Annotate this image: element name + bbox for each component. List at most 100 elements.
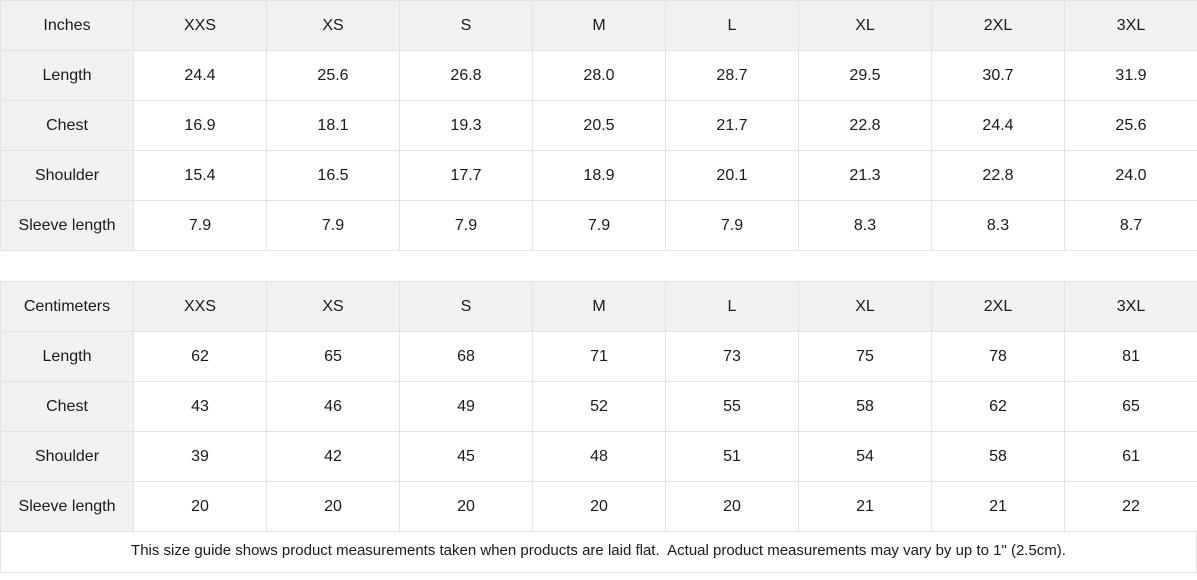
cell-length-xxs: 24.4 bbox=[133, 50, 267, 101]
cell-shoulder-2xl: 58 bbox=[931, 431, 1065, 482]
cell-shoulder-l: 20.1 bbox=[665, 150, 799, 201]
cell-sleeve-length-xxs: 20 bbox=[133, 481, 267, 532]
cell-chest-xxs: 16.9 bbox=[133, 100, 267, 151]
cell-shoulder-xxs: 39 bbox=[133, 431, 267, 482]
cell-sleeve-length-m: 7.9 bbox=[532, 200, 666, 251]
cell-chest-xs: 46 bbox=[266, 381, 400, 432]
column-header-2xl: 2XL bbox=[931, 0, 1065, 51]
table-header-row: Inches XXS XS S M L XL 2XL 3XL bbox=[0, 0, 1197, 51]
column-header-xl: XL bbox=[798, 281, 932, 332]
cell-shoulder-l: 51 bbox=[665, 431, 799, 482]
cell-chest-xl: 22.8 bbox=[798, 100, 932, 151]
centimeters-size-table: Centimeters XXS XS S M L XL 2XL 3XL Leng… bbox=[0, 281, 1197, 532]
cell-length-xxs: 62 bbox=[133, 331, 267, 382]
cell-length-3xl: 31.9 bbox=[1064, 50, 1197, 101]
centimeters-table-body: Length 62 65 68 71 73 75 78 81 Chest 43 … bbox=[0, 331, 1197, 532]
cell-length-2xl: 30.7 bbox=[931, 50, 1065, 101]
cell-length-2xl: 78 bbox=[931, 331, 1065, 382]
table-header-row: Centimeters XXS XS S M L XL 2XL 3XL bbox=[0, 281, 1197, 332]
cell-length-3xl: 81 bbox=[1064, 331, 1197, 382]
row-label-length: Length bbox=[0, 331, 134, 382]
cell-chest-s: 49 bbox=[399, 381, 533, 432]
cell-shoulder-xl: 21.3 bbox=[798, 150, 932, 201]
cell-shoulder-3xl: 61 bbox=[1064, 431, 1197, 482]
row-label-chest: Chest bbox=[0, 381, 134, 432]
table-row: Shoulder 15.4 16.5 17.7 18.9 20.1 21.3 2… bbox=[0, 150, 1197, 201]
size-guide-footnote-table: This size guide shows product measuremen… bbox=[0, 532, 1197, 573]
cell-length-xs: 65 bbox=[266, 331, 400, 382]
row-label-chest: Chest bbox=[0, 100, 134, 151]
table-row: Sleeve length 20 20 20 20 20 21 21 22 bbox=[0, 481, 1197, 532]
table-row: Sleeve length 7.9 7.9 7.9 7.9 7.9 8.3 8.… bbox=[0, 200, 1197, 251]
table-row: Length 62 65 68 71 73 75 78 81 bbox=[0, 331, 1197, 382]
cell-sleeve-length-xl: 8.3 bbox=[798, 200, 932, 251]
table-row: Chest 43 46 49 52 55 58 62 65 bbox=[0, 381, 1197, 432]
row-label-sleeve-length: Sleeve length bbox=[0, 481, 134, 532]
cell-chest-2xl: 62 bbox=[931, 381, 1065, 432]
cell-sleeve-length-3xl: 22 bbox=[1064, 481, 1197, 532]
cell-length-l: 28.7 bbox=[665, 50, 799, 101]
centimeters-table-header: Centimeters XXS XS S M L XL 2XL 3XL bbox=[0, 281, 1197, 332]
row-label-length: Length bbox=[0, 50, 134, 101]
column-header-m: M bbox=[532, 0, 666, 51]
column-header-xxs: XXS bbox=[133, 281, 267, 332]
row-label-sleeve-length: Sleeve length bbox=[0, 200, 134, 251]
cell-sleeve-length-l: 7.9 bbox=[665, 200, 799, 251]
cell-length-m: 28.0 bbox=[532, 50, 666, 101]
cell-chest-2xl: 24.4 bbox=[931, 100, 1065, 151]
cell-chest-l: 21.7 bbox=[665, 100, 799, 151]
table-row: Length 24.4 25.6 26.8 28.0 28.7 29.5 30.… bbox=[0, 50, 1197, 101]
cell-length-xl: 75 bbox=[798, 331, 932, 382]
cell-sleeve-length-s: 20 bbox=[399, 481, 533, 532]
cell-shoulder-s: 45 bbox=[399, 431, 533, 482]
cell-shoulder-xl: 54 bbox=[798, 431, 932, 482]
cell-sleeve-length-xs: 7.9 bbox=[266, 200, 400, 251]
cell-shoulder-s: 17.7 bbox=[399, 150, 533, 201]
cell-chest-l: 55 bbox=[665, 381, 799, 432]
cell-length-s: 68 bbox=[399, 331, 533, 382]
column-header-l: L bbox=[665, 281, 799, 332]
cell-sleeve-length-3xl: 8.7 bbox=[1064, 200, 1197, 251]
cell-chest-xs: 18.1 bbox=[266, 100, 400, 151]
inches-unit-header: Inches bbox=[0, 0, 134, 51]
column-header-3xl: 3XL bbox=[1064, 281, 1197, 332]
cell-chest-xxs: 43 bbox=[133, 381, 267, 432]
table-row: Shoulder 39 42 45 48 51 54 58 61 bbox=[0, 431, 1197, 482]
row-label-shoulder: Shoulder bbox=[0, 150, 134, 201]
size-guide-footnote: This size guide shows product measuremen… bbox=[0, 532, 1197, 573]
cell-length-s: 26.8 bbox=[399, 50, 533, 101]
footnote-row: This size guide shows product measuremen… bbox=[0, 532, 1197, 573]
cell-length-m: 71 bbox=[532, 331, 666, 382]
cell-sleeve-length-l: 20 bbox=[665, 481, 799, 532]
table-row: Chest 16.9 18.1 19.3 20.5 21.7 22.8 24.4… bbox=[0, 100, 1197, 151]
column-header-xs: XS bbox=[266, 0, 400, 51]
column-header-3xl: 3XL bbox=[1064, 0, 1197, 51]
column-header-xl: XL bbox=[798, 0, 932, 51]
cell-sleeve-length-xl: 21 bbox=[798, 481, 932, 532]
cell-sleeve-length-2xl: 8.3 bbox=[931, 200, 1065, 251]
cell-sleeve-length-2xl: 21 bbox=[931, 481, 1065, 532]
cell-shoulder-xs: 42 bbox=[266, 431, 400, 482]
cell-shoulder-2xl: 22.8 bbox=[931, 150, 1065, 201]
column-header-s: S bbox=[399, 281, 533, 332]
cell-chest-m: 52 bbox=[532, 381, 666, 432]
cell-shoulder-m: 18.9 bbox=[532, 150, 666, 201]
cell-chest-xl: 58 bbox=[798, 381, 932, 432]
cell-chest-m: 20.5 bbox=[532, 100, 666, 151]
cell-sleeve-length-s: 7.9 bbox=[399, 200, 533, 251]
centimeters-unit-header: Centimeters bbox=[0, 281, 134, 332]
inches-table-body: Length 24.4 25.6 26.8 28.0 28.7 29.5 30.… bbox=[0, 50, 1197, 251]
cell-sleeve-length-xs: 20 bbox=[266, 481, 400, 532]
column-header-2xl: 2XL bbox=[931, 281, 1065, 332]
inches-size-table: Inches XXS XS S M L XL 2XL 3XL Length 24… bbox=[0, 0, 1197, 251]
row-label-shoulder: Shoulder bbox=[0, 431, 134, 482]
cell-shoulder-xs: 16.5 bbox=[266, 150, 400, 201]
inches-table-header: Inches XXS XS S M L XL 2XL 3XL bbox=[0, 0, 1197, 51]
cell-shoulder-m: 48 bbox=[532, 431, 666, 482]
table-separator-gap bbox=[0, 251, 1197, 281]
column-header-xxs: XXS bbox=[133, 0, 267, 51]
cell-sleeve-length-m: 20 bbox=[532, 481, 666, 532]
cell-chest-3xl: 65 bbox=[1064, 381, 1197, 432]
cell-shoulder-3xl: 24.0 bbox=[1064, 150, 1197, 201]
